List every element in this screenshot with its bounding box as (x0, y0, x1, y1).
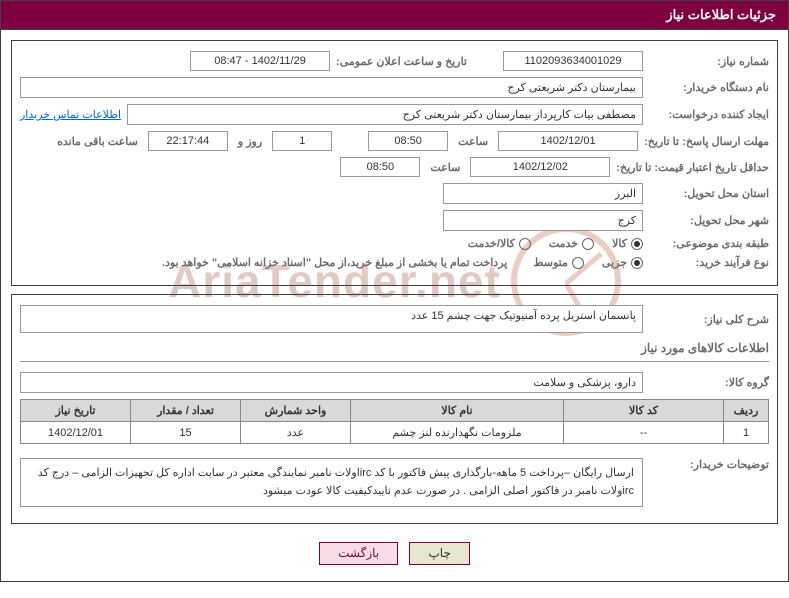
main-frame: شماره نیاز: 1102093634001029 تاریخ و ساع… (0, 30, 789, 582)
label-general-desc: شرح کلی نیاز: (649, 313, 769, 326)
process-radio-group: جزیی متوسط (533, 256, 643, 269)
goods-table: ردیف کد کالا نام کالا واحد شمارش تعداد /… (20, 399, 769, 444)
label-goods-group: گروه کالا: (649, 376, 769, 389)
field-remaining-time: 22:17:44 (148, 131, 228, 151)
field-requester: مصطفی بیات کارپرداز بیمارستان دکتر شریعت… (127, 104, 643, 125)
label-process: نوع فرآیند خرید: (649, 256, 769, 269)
radio-category-1[interactable]: خدمت (549, 237, 594, 250)
goods-info-title: اطلاعات کالاهای مورد نیاز (20, 341, 769, 355)
radio-dot-icon (572, 257, 584, 269)
field-remaining-days: 1 (272, 131, 332, 151)
field-city: کرج (443, 210, 643, 231)
td-name: ملزومات نگهدارنده لنز چشم (351, 422, 564, 444)
td-qty: 15 (131, 422, 241, 444)
th-row: ردیف (724, 400, 769, 422)
field-deadline-time: 08:50 (368, 131, 448, 151)
label-city: شهر محل تحویل: (649, 214, 769, 227)
th-qty: تعداد / مقدار (131, 400, 241, 422)
radio-dot-icon (519, 238, 531, 250)
field-province: البرز (443, 183, 643, 204)
radio-process-0[interactable]: جزیی (602, 256, 643, 269)
back-button[interactable]: بازگشت (319, 542, 398, 565)
th-code: کد کالا (564, 400, 724, 422)
th-date: تاریخ نیاز (21, 400, 131, 422)
label-buyer-org: نام دستگاه خریدار: (649, 81, 769, 94)
panel-header: جزئیات اطلاعات نیاز (0, 0, 789, 30)
label-buyer-notes: توضیحات خریدار: (649, 452, 769, 471)
td-date: 1402/12/01 (21, 422, 131, 444)
td-code: -- (564, 422, 724, 444)
divider (20, 361, 769, 362)
field-goods-group: دارو، پزشکی و سلامت (20, 372, 643, 393)
payment-note: پرداخت تمام یا بخشی از مبلغ خرید،از محل … (162, 256, 507, 269)
label-validity: حداقل تاریخ اعتبار قیمت: تا تاریخ: (616, 161, 769, 174)
field-announce-dt: 1402/11/29 - 08:47 (190, 51, 330, 71)
label-hour-1: ساعت (458, 135, 488, 148)
field-deadline-date: 1402/12/01 (498, 131, 638, 151)
field-buyer-notes: ارسال رایگان –پرداخت 5 ماهه-بارگذاری پیش… (20, 458, 643, 507)
radio-process-1[interactable]: متوسط (533, 256, 584, 269)
label-remaining: ساعت باقی مانده (57, 135, 138, 148)
radio-dot-icon (582, 238, 594, 250)
details-box: شماره نیاز: 1102093634001029 تاریخ و ساع… (11, 40, 778, 286)
buyer-contact-link[interactable]: اطلاعات تماس خریدار (20, 108, 121, 121)
field-validity-date: 1402/12/02 (470, 157, 610, 177)
description-box: شرح کلی نیاز: پانسمان استریل پرده آمنیوت… (11, 294, 778, 524)
label-announce-dt: تاریخ و ساعت اعلان عمومی: (336, 55, 467, 68)
label-day-and: روز و (238, 135, 262, 148)
field-need-no: 1102093634001029 (503, 51, 643, 71)
category-radio-group: کالا خدمت کالا/خدمت (468, 237, 643, 250)
label-requester: ایجاد کننده درخواست: (649, 108, 769, 121)
radio-category-0[interactable]: کالا (612, 237, 643, 250)
td-row: 1 (724, 422, 769, 444)
label-deadline: مهلت ارسال پاسخ: تا تاریخ: (644, 135, 769, 148)
table-row: 1 -- ملزومات نگهدارنده لنز چشم عدد 15 14… (21, 422, 769, 444)
radio-dot-icon (631, 238, 643, 250)
label-hour-2: ساعت (430, 161, 460, 174)
radio-category-2[interactable]: کالا/خدمت (468, 237, 531, 250)
table-header-row: ردیف کد کالا نام کالا واحد شمارش تعداد /… (21, 400, 769, 422)
label-province: استان محل تحویل: (649, 187, 769, 200)
field-buyer-org: بیمارستان دکتر شریعتی کرج (20, 77, 643, 98)
field-general-desc: پانسمان استریل پرده آمنیوتیک جهت چشم 15 … (20, 305, 643, 333)
label-category: طبقه بندی موضوعی: (649, 237, 769, 250)
button-row: چاپ بازگشت (11, 532, 778, 571)
label-need-no: شماره نیاز: (649, 55, 769, 68)
panel-title: جزئیات اطلاعات نیاز (666, 7, 776, 22)
radio-dot-icon (631, 257, 643, 269)
td-unit: عدد (241, 422, 351, 444)
print-button[interactable]: چاپ (409, 542, 469, 565)
th-name: نام کالا (351, 400, 564, 422)
field-validity-time: 08:50 (340, 157, 420, 177)
th-unit: واحد شمارش (241, 400, 351, 422)
